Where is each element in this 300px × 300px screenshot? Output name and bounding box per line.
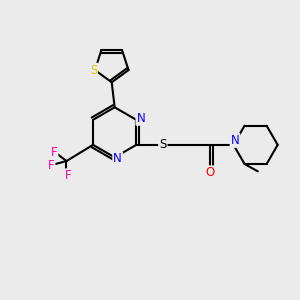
Text: F: F [65, 169, 71, 182]
Text: O: O [205, 166, 214, 179]
Text: F: F [48, 159, 55, 172]
Text: N: N [136, 112, 145, 125]
Text: S: S [90, 64, 97, 76]
Text: F: F [51, 146, 57, 159]
Text: S: S [159, 138, 167, 151]
Text: N: N [113, 152, 122, 165]
Text: N: N [231, 134, 239, 147]
